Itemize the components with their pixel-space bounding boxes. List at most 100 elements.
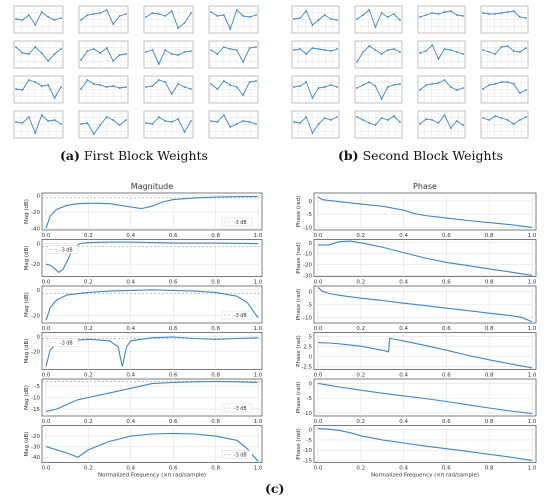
weight-point	[40, 11, 43, 13]
weight-point	[323, 14, 326, 16]
weight-point	[255, 14, 257, 16]
weight-point	[92, 13, 95, 15]
weight-point	[368, 45, 371, 47]
weight-point	[380, 117, 383, 119]
weight-point	[293, 18, 295, 20]
phase-x-axis-label: Normalized Frequency (×π rad/sample)	[371, 473, 479, 479]
weight-point	[323, 117, 326, 119]
first-block-subplot	[78, 40, 129, 69]
x-tick-label: 0.8	[485, 373, 494, 379]
weight-point	[488, 51, 491, 53]
weight-line	[293, 116, 338, 134]
weight-point	[248, 121, 251, 123]
weight-line	[145, 79, 192, 95]
weight-point	[386, 119, 389, 121]
weight-point	[60, 123, 62, 125]
x-tick-label: 0.2	[356, 373, 365, 379]
x-tick-label: 0.0	[42, 233, 51, 239]
legend-box	[221, 310, 253, 320]
first-block-subplot	[13, 40, 64, 69]
x-tick-label: 0.4	[126, 373, 135, 379]
magnitude-x-axis-label: Normalized Frequency (×π rad/sample)	[98, 473, 206, 479]
x-tick-label: 0.8	[211, 233, 220, 239]
phase-curve	[317, 337, 533, 369]
x-tick-label: 0.4	[126, 466, 135, 472]
y-tick-label: 0	[309, 199, 313, 205]
weight-point	[86, 122, 89, 124]
weight-point	[525, 89, 527, 91]
weight-point	[494, 53, 497, 55]
weight-point	[392, 84, 395, 86]
weight-point	[15, 88, 17, 90]
weight-point	[299, 17, 302, 19]
weight-point	[235, 86, 238, 88]
weight-point	[494, 13, 497, 15]
weight-point	[419, 123, 421, 125]
y-axis-label: Mag (dB)	[24, 246, 30, 271]
weight-point	[27, 116, 30, 118]
y-tick-label: -40	[31, 455, 40, 461]
x-tick-label: 0.8	[485, 466, 494, 472]
weight-point	[118, 87, 121, 89]
y-tick-label: -20	[31, 262, 40, 268]
weight-point	[392, 48, 395, 50]
x-tick-label: 0.8	[485, 326, 494, 332]
first-block-subplot	[208, 40, 259, 69]
weight-point	[34, 46, 37, 48]
weight-point	[183, 22, 186, 24]
weight-point	[386, 16, 389, 18]
weight-point	[99, 52, 102, 54]
weight-point	[151, 123, 154, 125]
weight-line	[419, 10, 464, 18]
weight-point	[190, 88, 192, 90]
second-block-grid	[291, 5, 529, 139]
weight-point	[455, 89, 458, 91]
weight-line	[356, 81, 401, 101]
second-block-subplot	[354, 40, 403, 69]
weight-point	[27, 14, 30, 16]
weight-point	[356, 61, 358, 63]
weight-point	[449, 86, 452, 88]
weight-point	[488, 13, 491, 15]
y-axis-label: Phase (rad)	[296, 382, 302, 414]
weight-point	[80, 59, 82, 61]
x-tick-label: 0.4	[399, 233, 408, 239]
weight-point	[99, 84, 102, 86]
y-tick-label: -20	[31, 434, 40, 440]
plot-frame	[41, 239, 263, 277]
x-tick-label: 0.8	[485, 280, 494, 286]
weight-point	[305, 81, 308, 83]
x-tick-label: 1.0	[254, 233, 263, 239]
weight-point	[34, 132, 37, 134]
weight-point	[380, 98, 383, 100]
y-axis-label: Mag (dB)	[24, 339, 30, 364]
weight-point	[177, 118, 180, 120]
weight-point	[210, 11, 212, 13]
legend-box	[47, 338, 79, 347]
legend: -3 dB	[221, 217, 253, 227]
weight-point	[431, 44, 434, 46]
weight-point	[157, 63, 160, 65]
weight-point	[323, 86, 326, 88]
caption-a: (a) First Block Weights	[60, 148, 208, 163]
weight-point	[512, 50, 515, 52]
weight-point	[443, 11, 446, 13]
first-block-subplot	[13, 75, 64, 104]
weight-line	[80, 79, 127, 90]
x-tick-label: 0.2	[356, 326, 365, 332]
x-tick-label: 0.0	[42, 326, 51, 332]
caption-c-tag: (c)	[265, 481, 285, 496]
weight-point	[164, 81, 167, 83]
plot-frame	[313, 425, 537, 463]
y-tick-label: -10	[303, 225, 312, 231]
x-tick-label: 1.0	[254, 373, 263, 379]
second-block-subplot	[480, 5, 529, 34]
weight-point	[482, 49, 484, 51]
y-tick-label: 0	[309, 355, 313, 361]
weight-point	[80, 19, 82, 21]
x-tick-label: 0.2	[84, 373, 93, 379]
weight-point	[118, 124, 121, 126]
